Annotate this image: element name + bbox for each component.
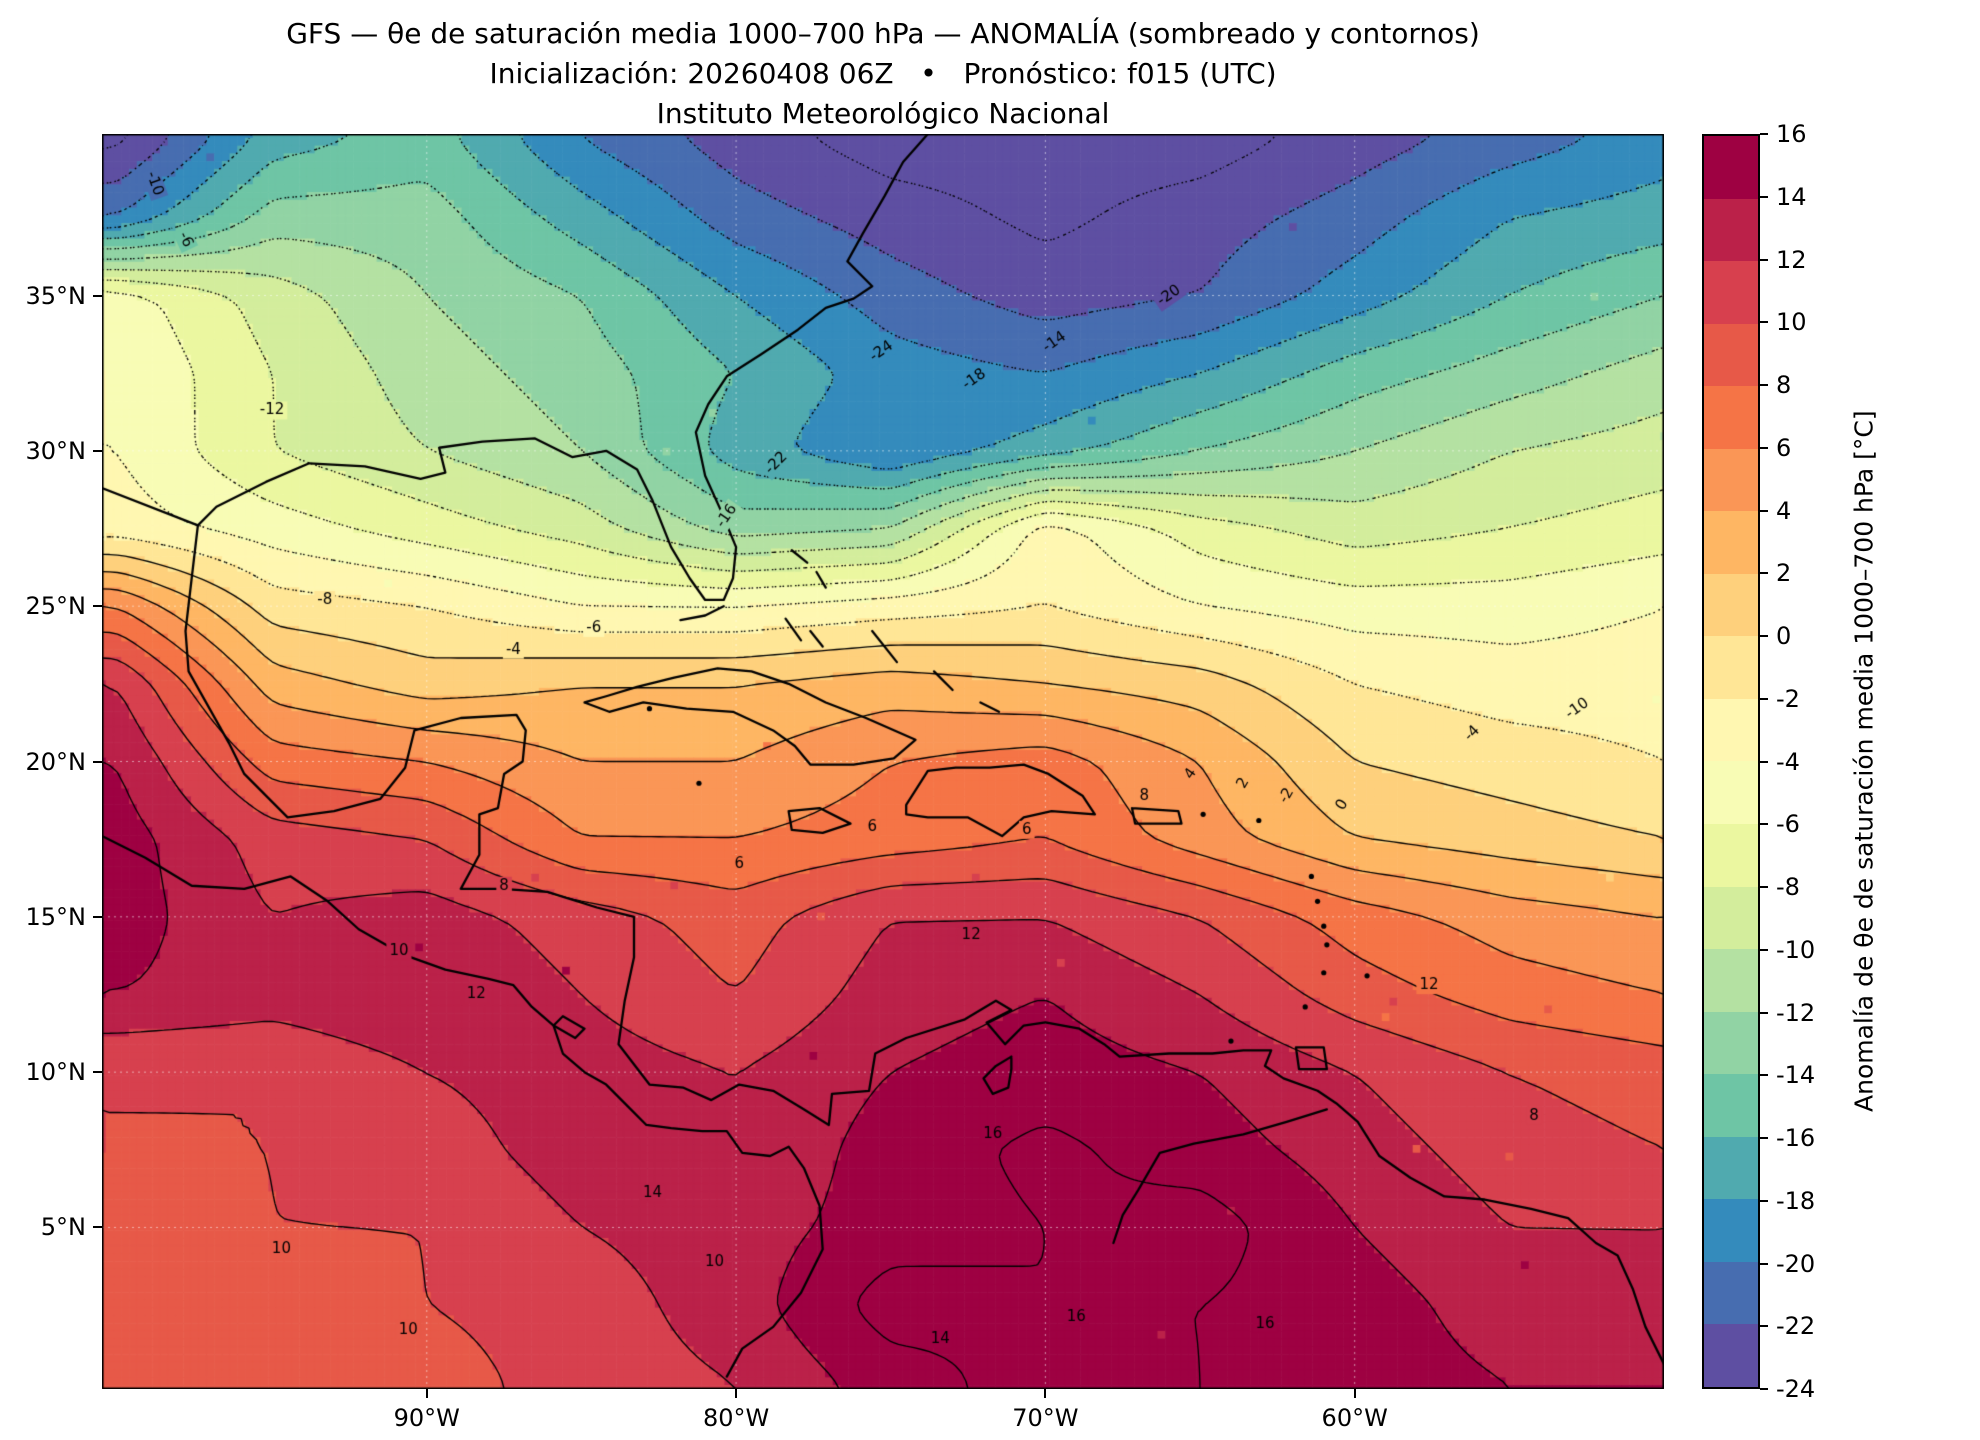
y-tick-label: 25°N	[25, 592, 87, 621]
colorbar-tick-label: -12	[1776, 998, 1816, 1027]
colorbar-tick	[1760, 823, 1768, 826]
colorbar-segment	[1704, 136, 1758, 199]
colorbar-tick	[1760, 195, 1768, 198]
colorbar-tick-label: 10	[1776, 308, 1807, 337]
colorbar-tick	[1760, 1137, 1768, 1139]
colorbar	[1702, 134, 1760, 1389]
colorbar-tick	[1760, 760, 1768, 763]
colorbar-tick	[1760, 1262, 1768, 1265]
colorbar-tick	[1760, 572, 1768, 575]
x-tick-label: 70°W	[1012, 1404, 1079, 1432]
colorbar-segment	[1704, 636, 1758, 699]
colorbar-segment	[1704, 386, 1758, 449]
colorbar-tick-label: 6	[1776, 433, 1792, 462]
colorbar-tick	[1760, 258, 1768, 261]
x-tick	[735, 1389, 738, 1398]
colorbar-tick	[1760, 384, 1768, 386]
colorbar-tick	[1760, 133, 1768, 135]
title-block: GFS — θe de saturación media 1000–700 hP…	[102, 14, 1664, 134]
colorbar-tick-label: -2	[1776, 684, 1800, 713]
x-tick	[1044, 1389, 1047, 1398]
colorbar-tick	[1760, 446, 1768, 449]
colorbar-tick	[1760, 886, 1768, 888]
y-tick-label: 35°N	[25, 281, 87, 310]
colorbar-tick-label: -24	[1776, 1375, 1816, 1403]
map-plot: 90°W 80°W 70°W 60°W 5°N 10°N 15°N 20°N 25°N 30°N 3…	[26, 134, 1664, 1432]
colorbar-gradient	[1704, 136, 1758, 1387]
colorbar-segment	[1704, 511, 1758, 574]
y-tick	[93, 1226, 102, 1229]
x-tick-label: 90°W	[393, 1404, 460, 1432]
colorbar-segment	[1704, 761, 1758, 825]
colorbar-tick	[1760, 1074, 1768, 1077]
y-tick-label: 20°N	[25, 747, 87, 776]
colorbar-segment	[1704, 1011, 1758, 1075]
colorbar-tick	[1760, 321, 1768, 324]
colorbar-segment	[1704, 1261, 1758, 1325]
x-tick	[1353, 1389, 1356, 1398]
colorbar-tick-label: -14	[1776, 1061, 1816, 1090]
y-tick	[93, 1071, 102, 1074]
colorbar-segment	[1704, 448, 1758, 512]
colorbar-tick	[1760, 1011, 1768, 1014]
colorbar-segment	[1704, 1199, 1758, 1262]
colorbar-segment	[1704, 198, 1758, 262]
colorbar-segment	[1704, 573, 1758, 637]
colorbar-ticks: 16 14 12 10 8 6 4 2 0 -2 -4 -6 -8 -10 -12 -14 -16 -18 -20 -…	[1702, 120, 1815, 1403]
y-tick	[93, 915, 102, 918]
x-tick-label: 80°W	[702, 1404, 770, 1432]
colorbar-tick	[1760, 948, 1768, 951]
colorbar-tick-label: 12	[1776, 245, 1807, 274]
colorbar-tick-label: -6	[1776, 810, 1800, 839]
y-tick-label: 5°N	[40, 1213, 86, 1242]
y-tick	[93, 605, 102, 608]
colorbar-segment	[1704, 886, 1758, 950]
colorbar-tick-label: -22	[1776, 1312, 1816, 1341]
colorbar-tick-label: 0	[1776, 622, 1792, 650]
colorbar-tick-label: 14	[1776, 182, 1807, 211]
colorbar-tick-label: 2	[1776, 559, 1792, 588]
y-tick-label: 30°N	[25, 436, 87, 465]
colorbar-segment	[1704, 949, 1758, 1012]
colorbar-tick-label: -16	[1776, 1124, 1816, 1152]
colorbar-segment	[1704, 261, 1758, 324]
colorbar-segment	[1704, 323, 1758, 387]
colorbar-tick	[1760, 1388, 1768, 1390]
colorbar-segment	[1704, 698, 1758, 762]
colorbar-tick	[1760, 509, 1768, 512]
colorbar-tick-label: 8	[1776, 371, 1792, 399]
colorbar-tick	[1760, 1325, 1768, 1328]
colorbar-tick	[1760, 635, 1768, 637]
colorbar-tick-label: -20	[1776, 1249, 1816, 1278]
colorbar-tick	[1760, 697, 1768, 700]
y-tick-label: 10°N	[25, 1058, 87, 1087]
x-tick-label: 60°W	[1321, 1404, 1388, 1432]
chart-title: GFS — θe de saturación media 1000–700 hP…	[286, 17, 1480, 50]
colorbar-tick-label: -10	[1776, 935, 1816, 964]
chart-institution: Instituto Meteorológico Nacional	[656, 97, 1110, 130]
colorbar-tick-label: -18	[1776, 1186, 1816, 1215]
colorbar-tick-label: -4	[1776, 747, 1800, 776]
colorbar-tick-label: 16	[1776, 120, 1807, 148]
y-tick	[93, 294, 102, 297]
map-canvas	[102, 134, 1664, 1389]
colorbar-label: Anomalía de θe de saturación media 1000–…	[1849, 410, 1879, 1113]
colorbar-tick-label: -8	[1776, 873, 1800, 901]
y-tick	[93, 760, 102, 763]
chart-subtitle: Inicialización: 20260408 06Z • Pronóstic…	[489, 57, 1277, 90]
colorbar-tick	[1760, 1199, 1768, 1202]
colorbar-tick-label: 4	[1776, 496, 1792, 525]
colorbar-segment	[1704, 824, 1758, 887]
y-tick	[93, 449, 102, 452]
x-tick	[425, 1389, 428, 1398]
colorbar-segment	[1704, 1136, 1758, 1200]
y-tick-label: 15°N	[25, 902, 87, 931]
colorbar-segment	[1704, 1074, 1758, 1137]
colorbar-segment	[1704, 1324, 1758, 1387]
